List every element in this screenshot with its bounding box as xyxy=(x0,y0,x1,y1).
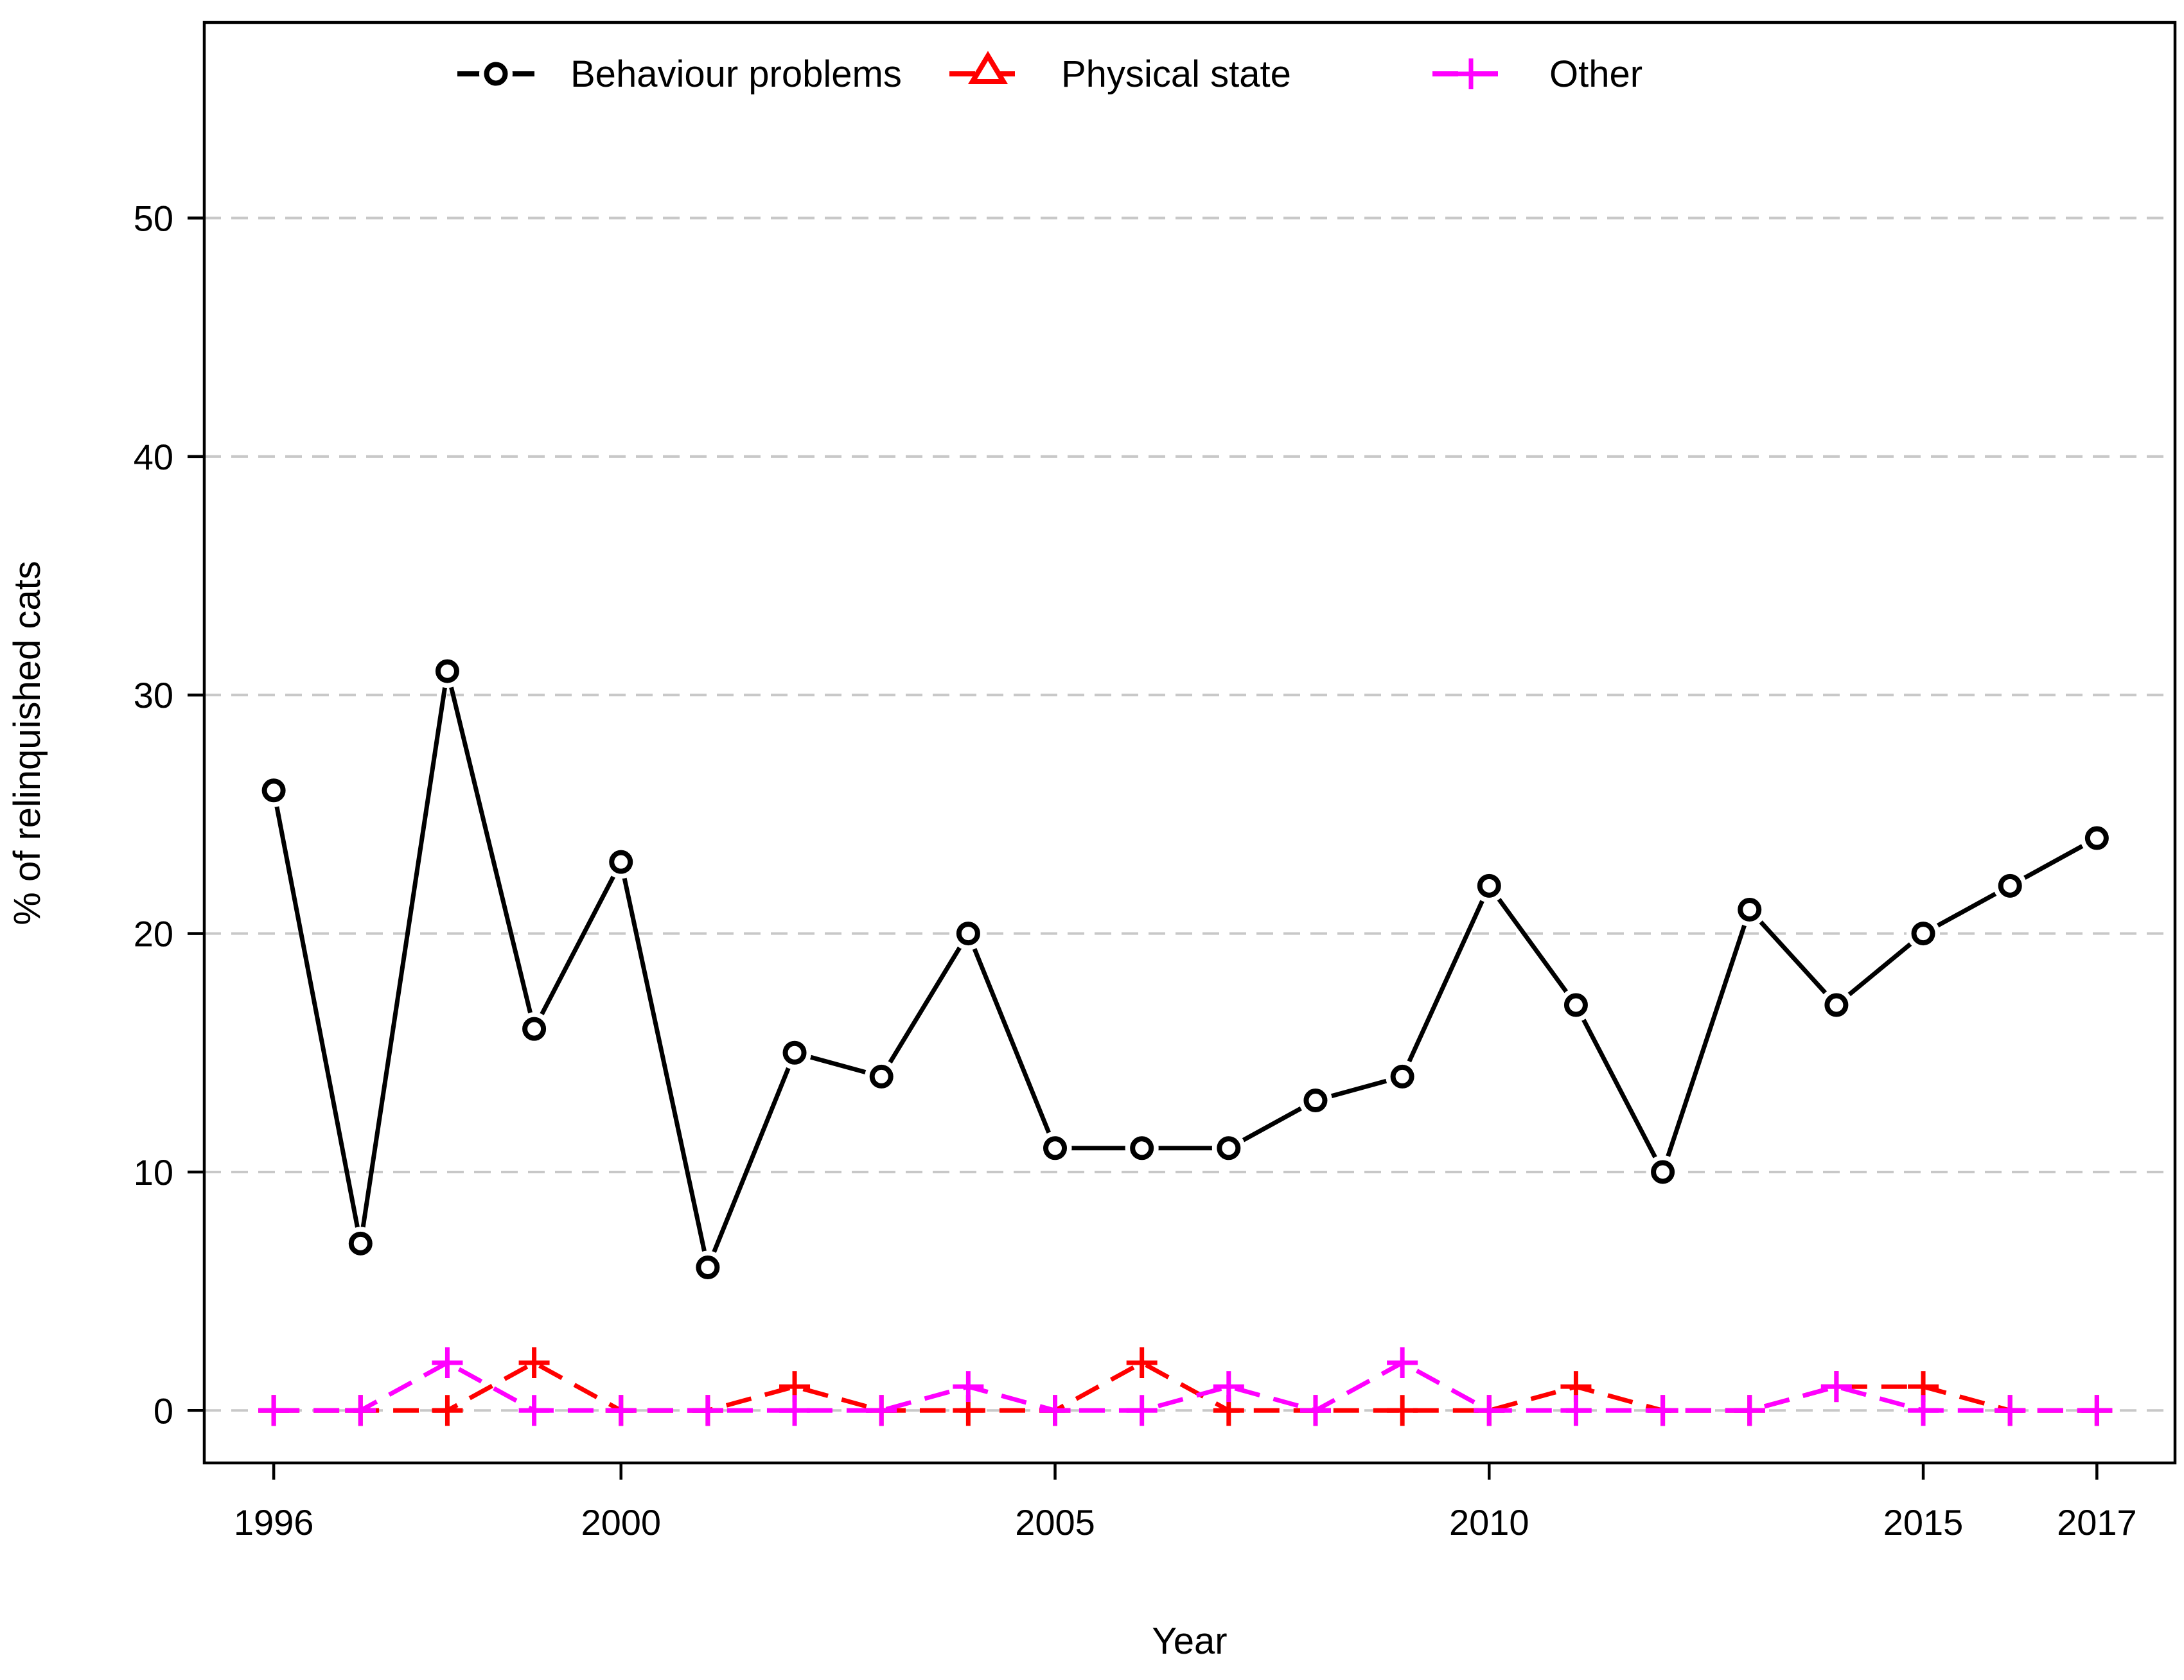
point-other-2001 xyxy=(692,1395,723,1426)
series-layer xyxy=(257,654,2114,1426)
point-behaviour-problems-1997 xyxy=(348,1231,373,1256)
point-behaviour-problems-2002 xyxy=(782,1040,807,1065)
point-other-2010 xyxy=(1474,1395,1505,1426)
x-tick-label-2015: 2015 xyxy=(1883,1502,1964,1543)
point-physical-state-2006 xyxy=(1126,1347,1158,1379)
point-other-2015 xyxy=(1908,1395,1939,1426)
point-behaviour-problems-2003 xyxy=(869,1064,894,1089)
point-other-2016 xyxy=(1995,1395,2026,1426)
point-other-1996 xyxy=(258,1395,290,1426)
y-tick-label-10: 10 xyxy=(134,1152,173,1193)
point-behaviour-problems-1998 xyxy=(435,659,459,683)
point-other-1997 xyxy=(345,1395,376,1426)
legend-item-physical-state: Physical state xyxy=(949,51,1291,95)
legend-label-behaviour-problems: Behaviour problems xyxy=(570,53,902,95)
point-other-2012 xyxy=(1647,1395,1678,1426)
plot-frame xyxy=(202,21,2177,1465)
point-behaviour-problems-2009 xyxy=(1390,1064,1414,1089)
point-behaviour-problems-2008 xyxy=(1303,1089,1328,1113)
x-tick-label-1996: 1996 xyxy=(234,1502,314,1543)
point-behaviour-problems-2007 xyxy=(1217,1136,1241,1160)
x-tick-label-2017: 2017 xyxy=(2057,1502,2137,1543)
point-behaviour-problems-1996 xyxy=(261,778,286,803)
point-behaviour-problems-2004 xyxy=(956,922,980,946)
point-behaviour-problems-2006 xyxy=(1130,1136,1154,1160)
point-other-2008 xyxy=(1299,1395,1331,1426)
y-tick-label-30: 30 xyxy=(134,675,173,715)
series-line-physical-state xyxy=(274,1360,2097,1413)
legend-item-other: Other xyxy=(1432,53,1642,95)
legend: Behaviour problems Physical state Other xyxy=(457,51,1642,95)
y-axis-title: % of relinquished cats xyxy=(6,561,48,925)
point-other-2013 xyxy=(1734,1395,1765,1426)
point-behaviour-problems-2005 xyxy=(1043,1136,1068,1160)
point-other-2017 xyxy=(2081,1395,2113,1426)
point-behaviour-problems-2015 xyxy=(1911,922,1935,946)
point-other-2005 xyxy=(1039,1395,1071,1426)
legend-label-other: Other xyxy=(1549,53,1642,95)
series-line-other xyxy=(274,1360,2097,1413)
x-tick-label-2005: 2005 xyxy=(1015,1502,1095,1543)
x-axis-title: Year xyxy=(1152,1620,1227,1662)
y-tick-label-40: 40 xyxy=(134,437,173,477)
point-other-2014 xyxy=(1820,1371,1852,1403)
point-behaviour-problems-2016 xyxy=(1998,873,2022,898)
point-behaviour-problems-2017 xyxy=(2084,826,2109,850)
point-other-2000 xyxy=(605,1395,637,1426)
grid-layer xyxy=(204,216,2175,1412)
legend-label-physical-state: Physical state xyxy=(1061,53,1291,95)
legend-marker-behaviour-problems xyxy=(484,62,508,86)
point-behaviour-problems-2013 xyxy=(1738,897,1762,922)
point-other-2011 xyxy=(1560,1395,1592,1426)
point-behaviour-problems-2010 xyxy=(1477,873,1501,898)
y-tick-label-0: 0 xyxy=(154,1390,173,1431)
point-physical-state-1998 xyxy=(432,1395,463,1426)
legend-marker-other xyxy=(1456,58,1486,89)
y-tick-label-50: 50 xyxy=(134,198,173,239)
point-other-2002 xyxy=(779,1395,811,1426)
point-behaviour-problems-2014 xyxy=(1824,993,1849,1017)
x-tick-label-2000: 2000 xyxy=(581,1502,661,1543)
point-other-1998 xyxy=(432,1347,463,1379)
legend-marker-physical-state xyxy=(967,51,1008,84)
point-other-2007 xyxy=(1213,1371,1244,1403)
point-other-2009 xyxy=(1387,1347,1418,1379)
point-other-2006 xyxy=(1126,1395,1158,1426)
point-other-2004 xyxy=(953,1371,984,1403)
point-physical-state-1999 xyxy=(518,1347,550,1379)
axis-layer: 0 10 20 30 40 50 1996 2000 2005 2010 2015 2017 xyxy=(134,198,2137,1543)
point-behaviour-problems-1999 xyxy=(522,1017,547,1041)
point-behaviour-problems-2011 xyxy=(1563,993,1588,1017)
legend-item-behaviour-problems: Behaviour problems xyxy=(457,53,902,95)
series-line-behaviour-problems xyxy=(271,669,2099,1270)
point-physical-state-2009 xyxy=(1387,1395,1418,1426)
y-tick-label-20: 20 xyxy=(134,914,173,954)
point-behaviour-problems-2001 xyxy=(696,1255,720,1279)
point-other-2003 xyxy=(866,1395,897,1426)
x-tick-label-2010: 2010 xyxy=(1449,1502,1529,1543)
point-behaviour-problems-2012 xyxy=(1651,1160,1675,1184)
point-other-1999 xyxy=(518,1395,550,1426)
point-behaviour-problems-2000 xyxy=(609,850,633,874)
